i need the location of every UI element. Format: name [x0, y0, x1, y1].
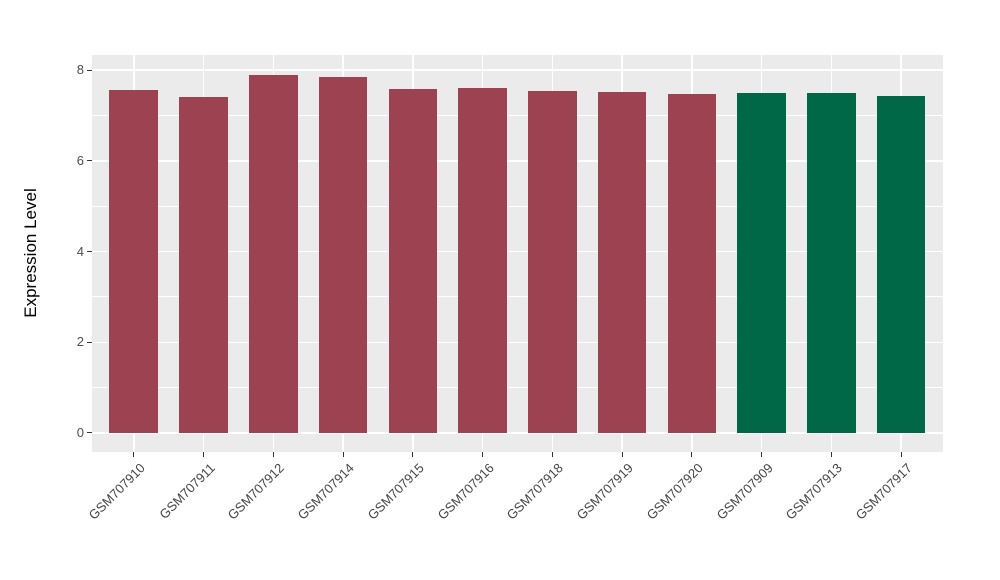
y-tick-label: 6	[76, 152, 84, 168]
gridline-major	[92, 250, 943, 253]
gridline-minor	[92, 296, 943, 298]
x-tick	[482, 452, 484, 457]
bar	[109, 89, 159, 433]
bar	[597, 91, 647, 433]
plot-panel	[92, 55, 943, 452]
bar	[248, 74, 298, 433]
x-tick	[203, 452, 205, 457]
x-tick	[900, 452, 902, 457]
gridline-minor	[92, 114, 943, 116]
gridline-major	[92, 69, 943, 71]
bar	[876, 95, 926, 433]
bar	[318, 77, 368, 433]
y-tick-label: 8	[76, 62, 84, 77]
x-tick	[691, 452, 693, 457]
bar	[179, 96, 228, 433]
gridline-major	[92, 341, 943, 344]
x-tick	[761, 452, 763, 457]
x-tick	[272, 452, 274, 457]
x-tick	[412, 452, 414, 457]
gridline-minor	[92, 387, 943, 389]
y-tick	[87, 341, 92, 343]
bar	[528, 90, 577, 433]
y-tick-label: 4	[76, 243, 84, 259]
x-tick	[133, 452, 135, 457]
bar	[458, 88, 507, 433]
bar	[737, 92, 786, 433]
bar	[388, 89, 438, 433]
gridline-major	[92, 160, 943, 162]
y-tick	[87, 69, 92, 71]
x-tick	[621, 452, 623, 457]
y-tick-label: 0	[76, 424, 84, 440]
y-tick	[87, 432, 92, 434]
bar	[807, 93, 856, 433]
bar	[667, 93, 717, 433]
x-tick	[551, 452, 553, 457]
gridline-minor	[92, 205, 943, 207]
y-tick	[87, 251, 92, 252]
x-tick	[342, 452, 344, 457]
y-tick-label: 2	[76, 334, 84, 350]
x-tick	[830, 452, 832, 457]
gridline-major	[92, 432, 943, 434]
y-tick	[87, 160, 92, 162]
